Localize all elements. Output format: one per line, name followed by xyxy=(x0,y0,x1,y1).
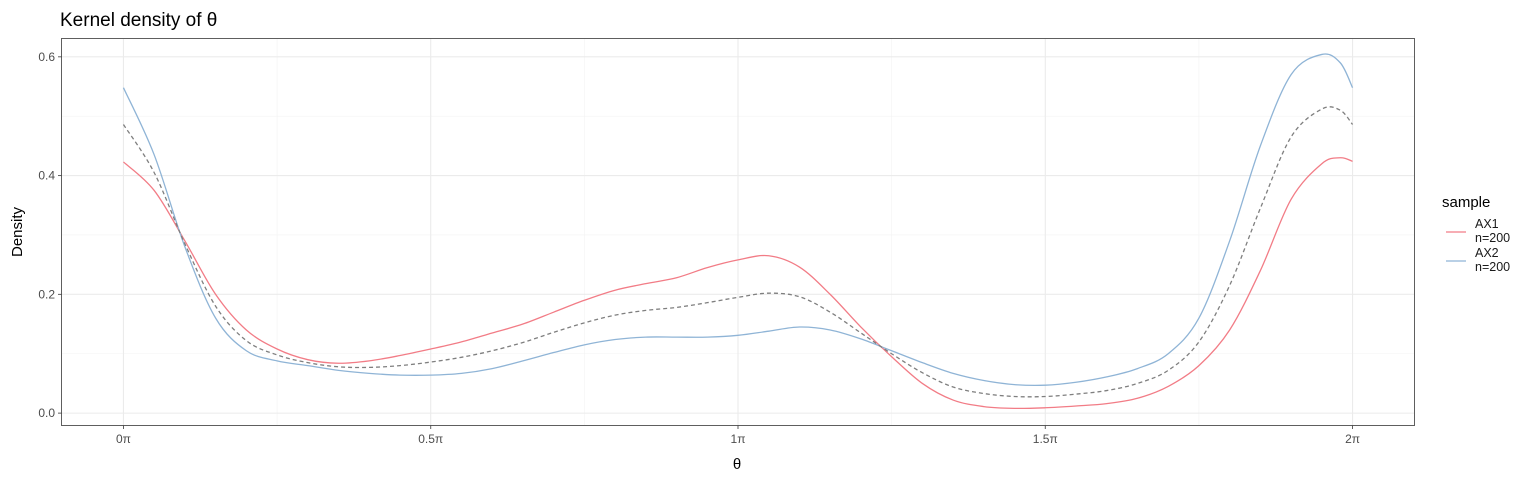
series-line-ax2 xyxy=(122,53,1354,387)
legend-label-ax2: AX2 n=200 xyxy=(1475,246,1510,274)
x-axis: 0π 0.5π 1π 1.5π 2π xyxy=(116,425,1360,446)
x-tick-label: 1.5π xyxy=(1033,432,1058,446)
chart-title: Kernel density of θ xyxy=(60,10,217,31)
y-tick-label: 0.2 xyxy=(38,287,55,301)
x-axis-title: θ xyxy=(733,456,741,473)
y-tick-label: 0.6 xyxy=(38,50,55,64)
x-tick-label: 2π xyxy=(1345,432,1360,446)
series-line-ax1 xyxy=(123,157,1353,410)
y-axis-title: Density xyxy=(9,206,26,257)
x-tick-label: 1π xyxy=(731,432,746,446)
major-gridlines xyxy=(62,39,1414,425)
y-axis: 0.0 0.2 0.4 0.6 xyxy=(38,50,62,420)
x-tick-label: 0.5π xyxy=(418,432,443,446)
series-lines xyxy=(122,53,1354,410)
y-tick-label: 0.0 xyxy=(38,406,55,420)
y-tick-label: 0.4 xyxy=(38,169,55,183)
x-tick-label: 0π xyxy=(116,432,131,446)
combined-density-dashed-line xyxy=(122,106,1354,398)
legend-title: sample xyxy=(1442,194,1490,211)
legend-label-ax1: AX1 n=200 xyxy=(1475,217,1510,245)
